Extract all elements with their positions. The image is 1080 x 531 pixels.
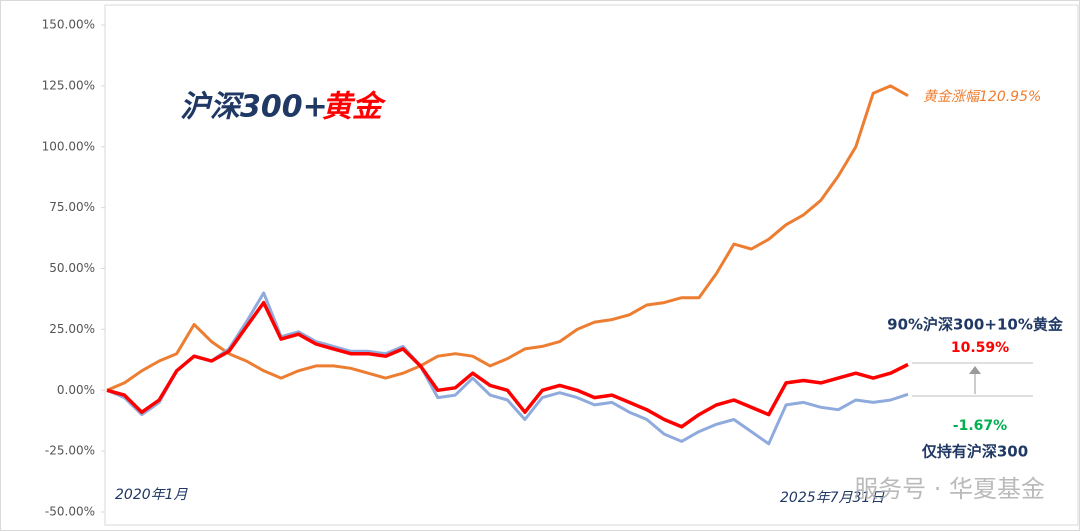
y-tick-label: 50.00% [49, 261, 95, 275]
series-line [106, 300, 909, 429]
hs300-name: 仅持有沪深300 [921, 443, 1028, 461]
mix-name: 90%沪深300+10%黄金 [887, 316, 1064, 334]
y-tick-label: 25.00% [49, 322, 95, 336]
y-tick-label: 150.00% [42, 18, 95, 32]
mix-end-label: 10.59% [951, 340, 1009, 356]
chart-title: 沪深300+ [180, 90, 328, 125]
series-line [106, 291, 909, 446]
y-tick-label: -50.00% [45, 505, 95, 519]
plot-frame [104, 4, 1079, 526]
arrow-head [969, 366, 981, 374]
series-line [106, 84, 909, 392]
chart-title-highlight: 黄金 [322, 90, 387, 125]
y-tick-label: 75.00% [49, 200, 95, 214]
end-date: 2025年7月31日 [780, 490, 885, 506]
y-tick-label: 100.00% [42, 139, 95, 153]
watermark: 服务号 · 华夏基金 [854, 475, 1045, 503]
start-date: 2020年1月 [115, 487, 189, 503]
gold-label: 黄金涨幅120.95% [923, 89, 1041, 105]
y-tick-label: 0.00% [57, 383, 95, 397]
hs300-end-label: -1.67% [953, 418, 1007, 434]
y-tick-label: 125.00% [42, 78, 95, 92]
y-tick-label: -25.00% [45, 444, 95, 458]
